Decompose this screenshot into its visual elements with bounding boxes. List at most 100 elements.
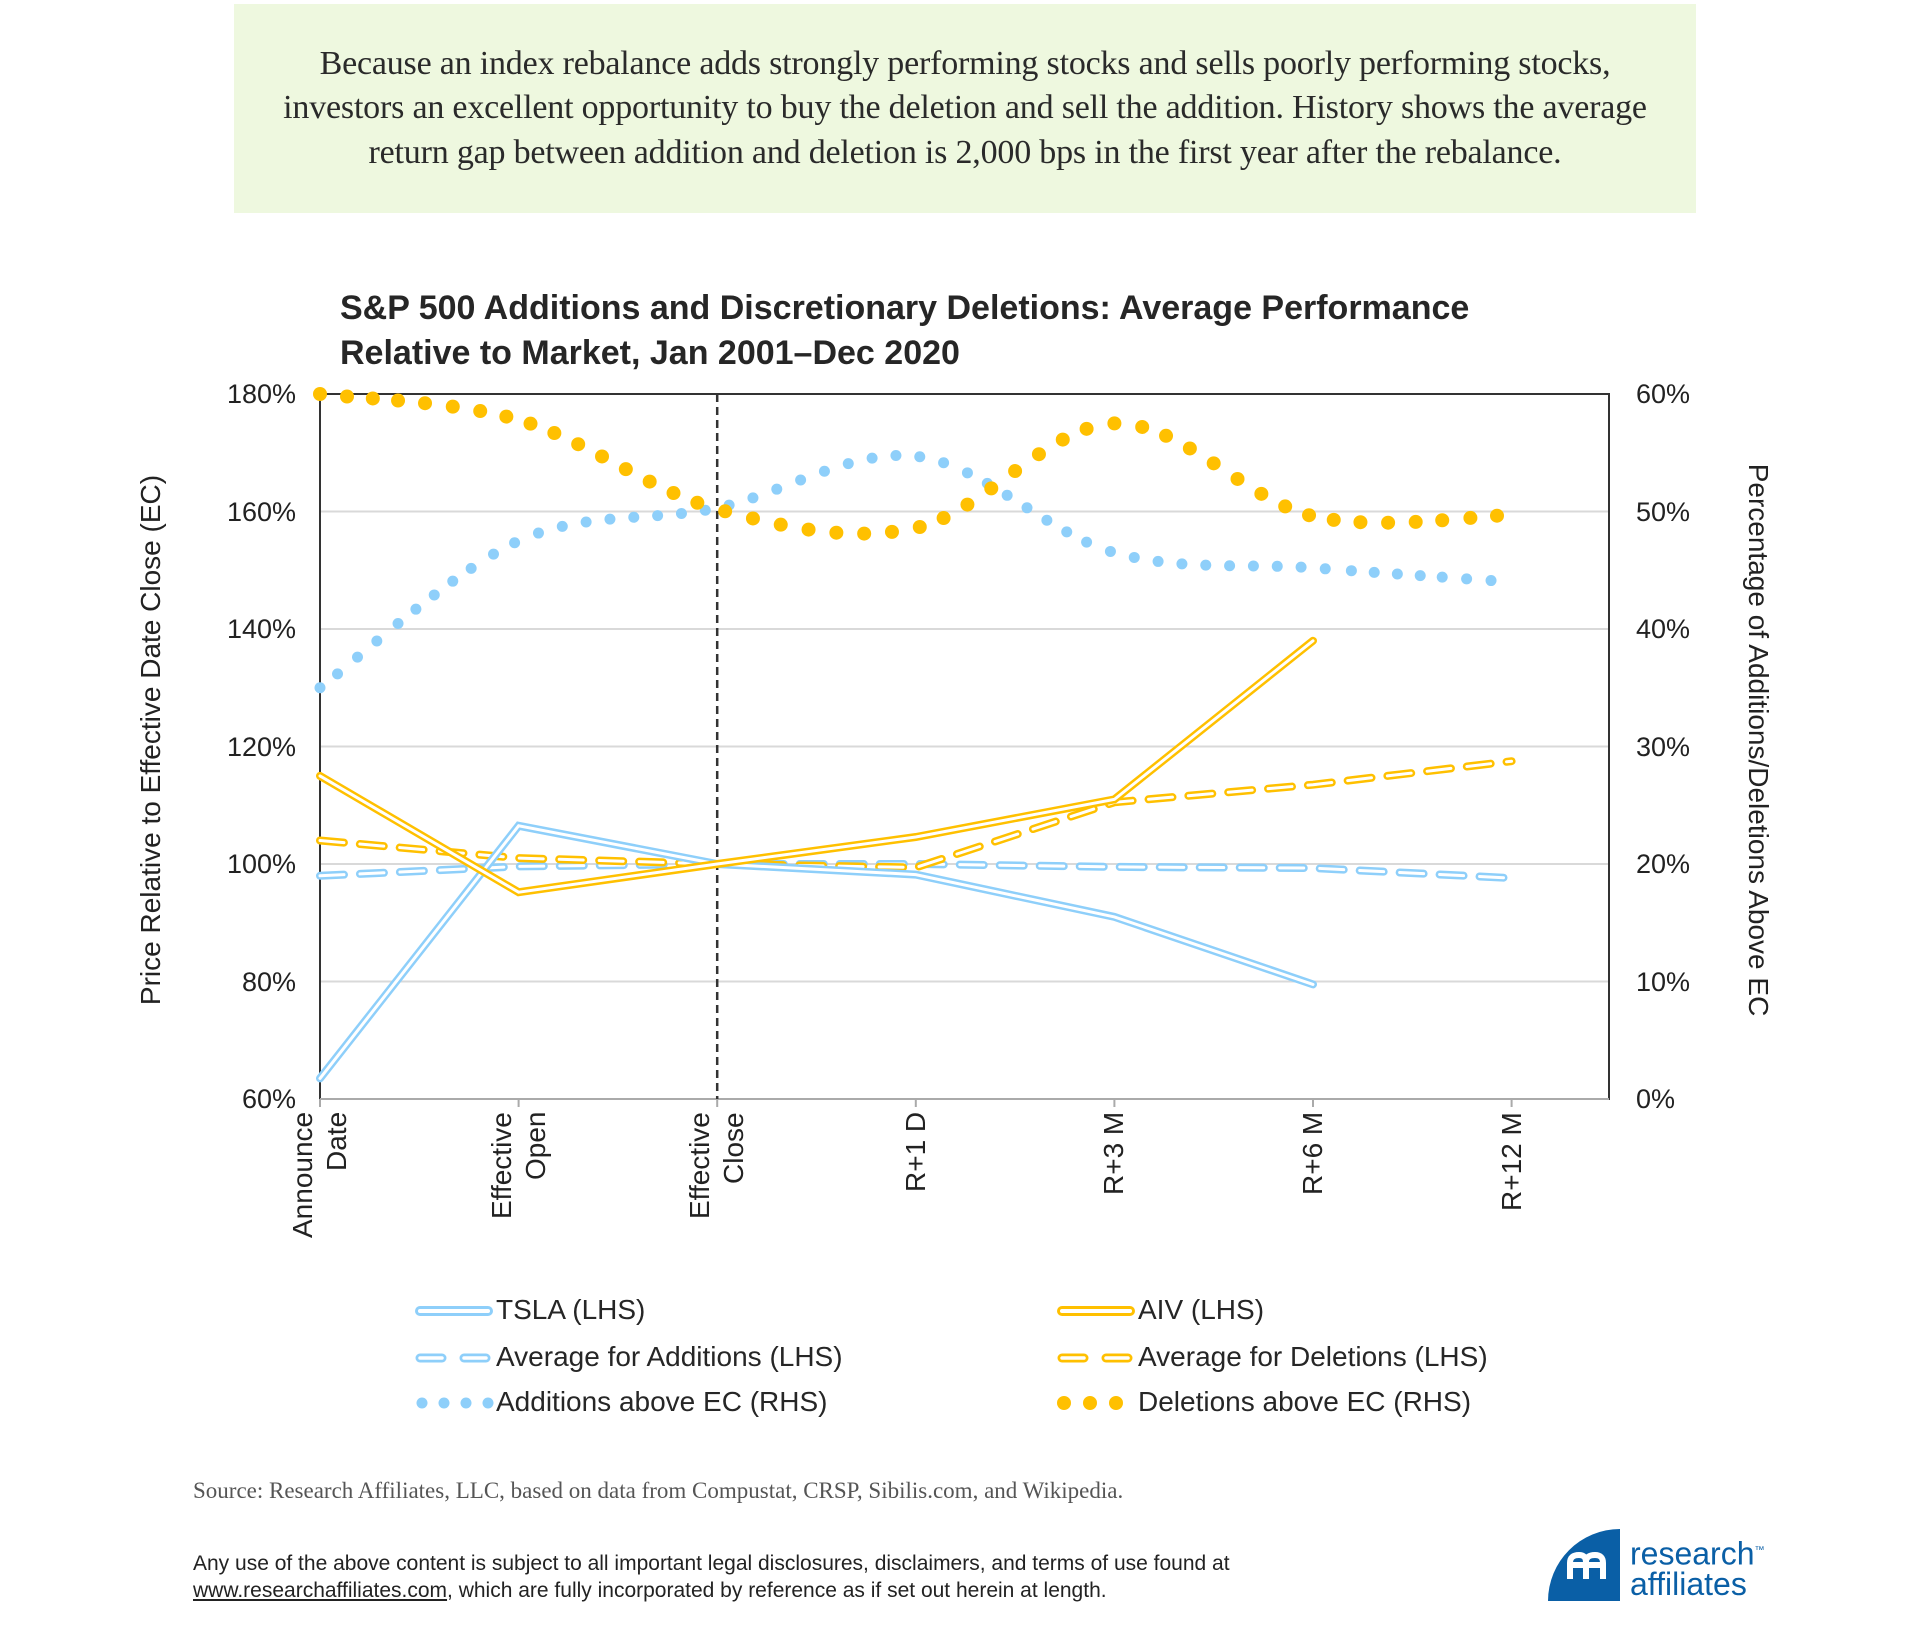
x-category-label-line: Open — [519, 1112, 551, 1181]
series-deletions-above-ec-rhs-dot — [1008, 464, 1023, 479]
website-link[interactable]: www.researchaffiliates.com — [193, 1579, 448, 1602]
series-additions-above-ec-rhs-dot — [351, 651, 363, 663]
series-additions-above-ec-rhs-dot — [1368, 566, 1380, 578]
series-deletions-above-ec-rhs-dot — [1435, 513, 1450, 528]
y-tick-label-left: 80% — [241, 966, 296, 997]
series-deletions-above-ec-rhs-dot — [773, 517, 788, 532]
series-average-for-deletions-lhs-line-inner — [318, 759, 1514, 870]
y-tick-label-right: 10% — [1636, 966, 1691, 997]
series-additions-above-ec-rhs-dot — [914, 451, 926, 463]
series-deletions-above-ec-rhs-dot — [523, 416, 538, 431]
series-deletions-above-ec-rhs-dot — [1408, 514, 1423, 529]
disclaimer-line-1: Any use of the above content is subject … — [193, 1552, 1230, 1575]
series-additions-above-ec-rhs-dot — [1461, 573, 1473, 585]
series-additions-above-ec-rhs-dot — [652, 510, 664, 522]
callout-box: Because an index rebalance adds strongly… — [234, 4, 1696, 213]
series-additions-above-ec-rhs-dot — [1176, 558, 1188, 570]
series-additions-above-ec-rhs-dot — [747, 492, 759, 504]
y-axis-title-left: Price Relative to Effective Date Close (… — [135, 474, 166, 1006]
x-category-label-line: R+3 M — [1098, 1112, 1130, 1196]
legend-swatch-dot — [1109, 1396, 1123, 1410]
disclaimer: Any use of the above content is subject … — [193, 1550, 1230, 1604]
series-additions-above-ec-rhs-dot — [1224, 560, 1236, 572]
series-additions-above-ec-rhs-dot — [332, 668, 344, 680]
series-tsla-lhs-line-inner — [318, 824, 1315, 1080]
x-category-label-line: Close — [718, 1112, 750, 1184]
series-deletions-above-ec-rhs-dot — [1031, 447, 1046, 462]
series-additions-above-ec-rhs-dot — [604, 513, 616, 525]
x-category-label-line: Date — [321, 1112, 352, 1172]
y-tick-label-right: 50% — [1636, 496, 1691, 527]
series-additions-above-ec-rhs-dot — [1271, 560, 1283, 572]
series-deletions-above-ec-rhs-dot — [445, 399, 460, 414]
series-additions-above-ec-rhs-dot — [392, 618, 404, 630]
series-deletions-above-ec-rhs-dot — [718, 504, 733, 519]
series-deletions-above-ec-rhs-dot — [1230, 471, 1245, 486]
chart-title: S&P 500 Additions and Discretionary Dele… — [340, 286, 1469, 376]
legend-label: Additions above EC (RHS) — [496, 1386, 828, 1417]
series-deletions-above-ec-rhs-dot — [1489, 508, 1504, 523]
series-additions-above-ec-rhs-dot — [428, 589, 440, 601]
legend-swatch-dot — [1057, 1396, 1071, 1410]
series-additions-above-ec-rhs-dot — [1295, 561, 1307, 573]
series-additions-above-ec-rhs-dot — [1128, 551, 1140, 563]
series-deletions-above-ec-rhs-dot — [1278, 499, 1293, 514]
series-average-for-additions-lhs-line-inner — [318, 862, 1514, 880]
logo-text-research: research — [1630, 1535, 1755, 1572]
series-additions-above-ec-rhs-dot — [314, 682, 326, 694]
series-deletions-above-ec-rhs-dot — [829, 525, 844, 540]
y-axis-title-right: Percentage of Additions/Deletions Above … — [1743, 463, 1774, 1017]
legend-label: Deletions above EC (RHS) — [1138, 1386, 1472, 1417]
series-additions-above-ec-rhs-dot — [371, 635, 383, 647]
series-deletions-above-ec-rhs-dot — [960, 497, 975, 512]
series-additions-above-ec-rhs-dot — [509, 537, 521, 549]
series-deletions-above-ec-rhs-dot — [547, 426, 562, 441]
series-deletions-above-ec-rhs-dot — [690, 495, 705, 510]
series-additions-above-ec-rhs-dot — [532, 527, 544, 539]
logo-tm: ™ — [1754, 1545, 1765, 1556]
series-additions-above-ec-rhs-dot — [938, 457, 950, 469]
legend-swatch-dot — [438, 1397, 450, 1409]
series-deletions-above-ec-rhs-dot — [1055, 432, 1070, 447]
x-category-label-line: Effective — [485, 1112, 517, 1219]
research-affiliates-logo-mark-icon — [1548, 1529, 1620, 1601]
series-additions-above-ec-rhs-dot — [1247, 560, 1259, 572]
legend-label: AIV (LHS) — [1138, 1294, 1265, 1325]
series-deletions-above-ec-rhs-dot — [618, 462, 633, 477]
series-deletions-above-ec-rhs-dot — [745, 511, 760, 526]
series-deletions-above-ec-rhs-dot — [1326, 512, 1341, 527]
x-category-label: R+12 M — [1495, 1112, 1529, 1282]
x-category-label-line: R+1 D — [899, 1112, 931, 1193]
series-deletions-above-ec-rhs-dot — [1159, 428, 1174, 443]
series-additions-above-ec-rhs-dot — [1152, 555, 1164, 567]
series-additions-above-ec-rhs-dot — [1021, 502, 1033, 514]
series-additions-above-ec-rhs-dot — [1200, 559, 1212, 571]
x-category-label: R+3 M — [1097, 1112, 1131, 1282]
series-deletions-above-ec-rhs-dot — [571, 437, 586, 452]
series-additions-above-ec-rhs-dot — [1436, 571, 1448, 583]
series-additions-above-ec-rhs-dot — [818, 465, 830, 477]
legend-label: Average for Deletions (LHS) — [1138, 1341, 1488, 1372]
series-deletions-above-ec-rhs-dot — [1107, 416, 1122, 431]
y-tick-label-right: 20% — [1636, 849, 1691, 879]
x-category-label: R+1 D — [899, 1112, 933, 1282]
series-deletions-above-ec-rhs-dot — [365, 391, 380, 406]
series-additions-above-ec-rhs-dot — [488, 548, 500, 560]
legend-label: TSLA (LHS) — [496, 1294, 646, 1325]
series-additions-above-ec-rhs-dot — [1041, 514, 1053, 526]
series-deletions-above-ec-rhs-dot — [1206, 456, 1221, 471]
series-aiv-lhs-line-inner — [318, 639, 1315, 894]
y-tick-label-right: 30% — [1636, 731, 1691, 762]
series-deletions-above-ec-rhs-dot — [857, 526, 872, 541]
series-deletions-above-ec-rhs-dot — [595, 449, 610, 464]
series-additions-above-ec-rhs-dot — [866, 452, 878, 464]
series-additions-above-ec-rhs-dot — [1485, 575, 1497, 587]
series-deletions-above-ec-rhs-dot — [984, 481, 999, 496]
series-additions-above-ec-rhs-dot — [842, 458, 854, 470]
x-category-label: R+6 M — [1296, 1112, 1330, 1282]
y-tick-label-left: 100% — [226, 849, 296, 879]
series-deletions-above-ec-rhs-dot — [340, 389, 355, 404]
series-additions-above-ec-rhs-dot — [771, 483, 783, 495]
x-category-label-line: R+6 M — [1297, 1112, 1328, 1196]
legend-label: Average for Additions (LHS) — [496, 1341, 843, 1372]
